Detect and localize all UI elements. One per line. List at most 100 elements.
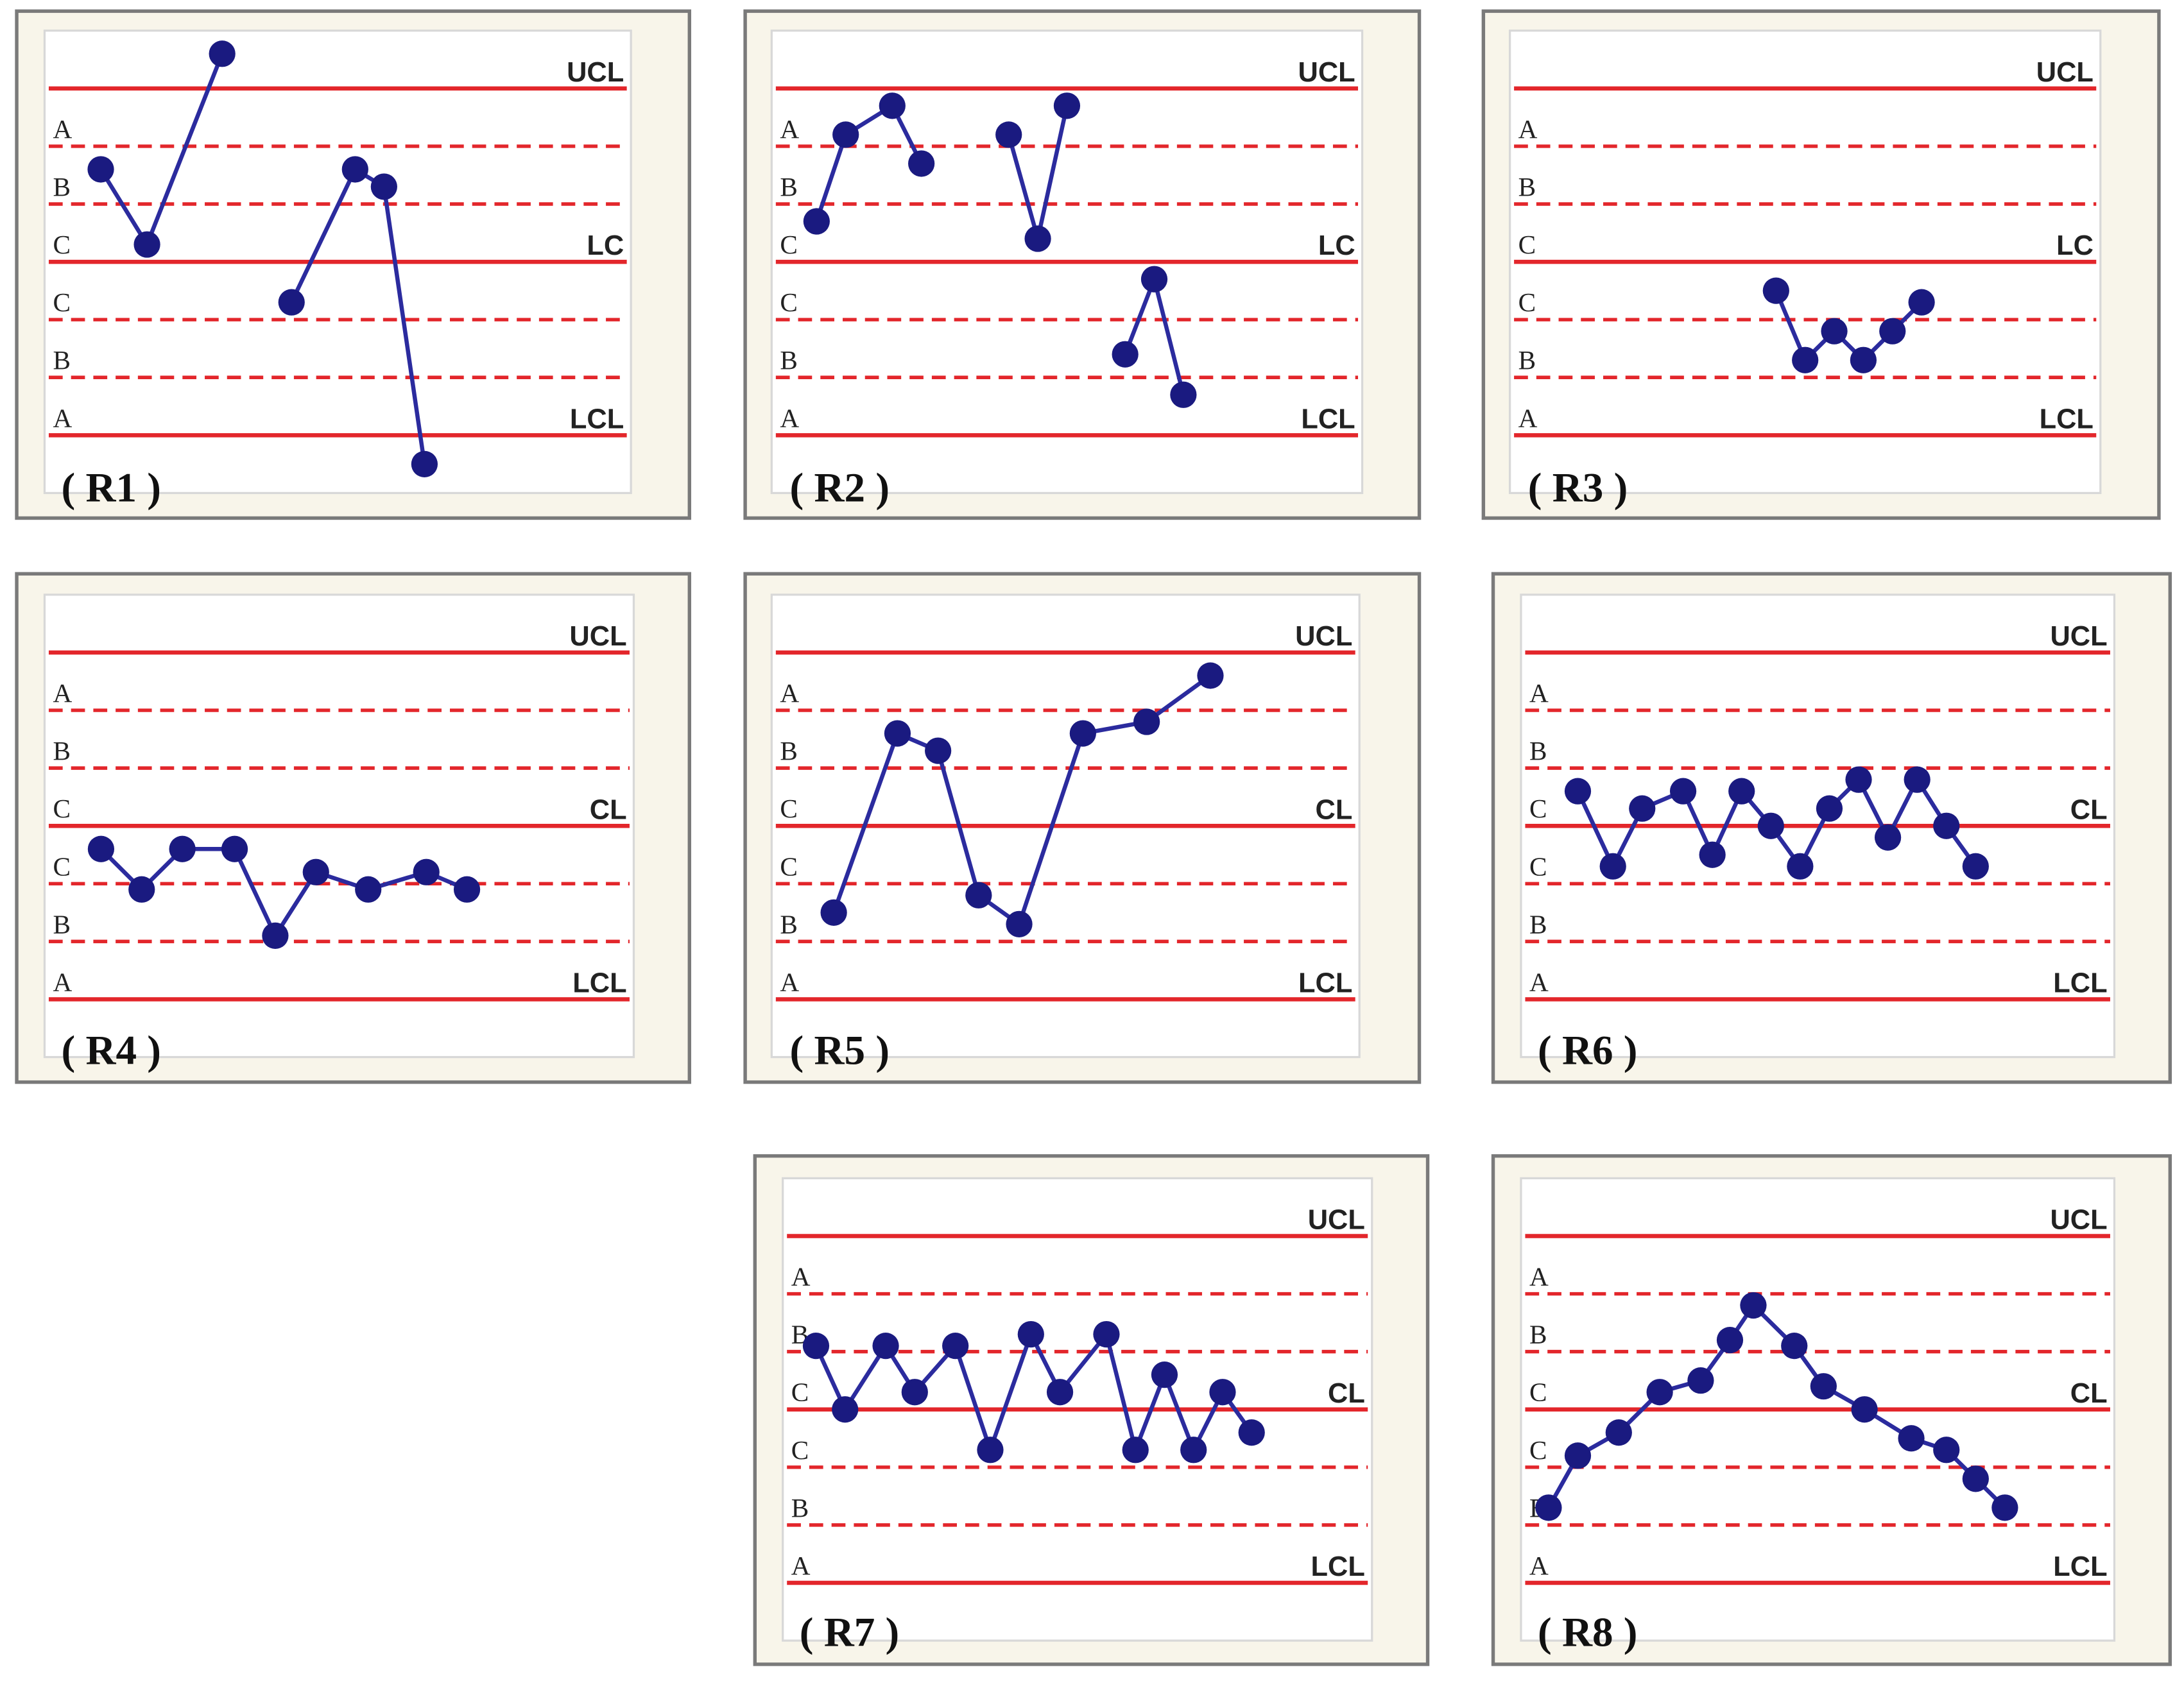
control-line-label: CL — [590, 794, 627, 825]
zone-label: C — [1518, 230, 1536, 259]
data-point — [1629, 795, 1656, 822]
data-point — [221, 835, 248, 862]
data-point — [1646, 1379, 1673, 1406]
zone-label: B — [780, 736, 797, 765]
control-line-label: LC — [2056, 230, 2094, 261]
zone-label: C — [1529, 851, 1547, 881]
data-point — [1908, 289, 1935, 316]
data-point — [1599, 853, 1626, 880]
data-point — [1535, 1494, 1562, 1521]
data-point — [1122, 1437, 1149, 1463]
data-point — [411, 450, 438, 477]
zone-label: B — [780, 345, 797, 375]
data-point — [872, 1333, 899, 1360]
data-point — [908, 150, 935, 177]
data-point — [1962, 1465, 1989, 1492]
data-point — [1851, 1396, 1878, 1423]
data-point — [879, 92, 906, 119]
control-line-label: UCL — [1308, 1205, 1365, 1236]
data-point — [1151, 1361, 1178, 1388]
data-point — [965, 882, 992, 909]
zone-label: B — [1518, 345, 1536, 375]
data-point — [1699, 841, 1726, 868]
zone-label: B — [53, 736, 70, 765]
control-line-label: CL — [2070, 1378, 2108, 1409]
control-line-label: UCL — [569, 621, 626, 652]
data-point — [1006, 910, 1033, 937]
data-point — [942, 1333, 969, 1360]
data-point — [802, 1333, 830, 1360]
data-point — [1792, 346, 1819, 373]
data-point — [1093, 1320, 1120, 1348]
data-point — [925, 737, 952, 764]
control-line-label: UCL — [567, 57, 624, 88]
control-line-label: LCL — [572, 968, 626, 999]
zone-label: C — [780, 794, 797, 823]
data-point — [1564, 778, 1592, 805]
data-point — [278, 289, 305, 316]
zone-label: A — [1529, 1262, 1549, 1292]
data-point — [262, 922, 289, 949]
data-point — [87, 835, 115, 862]
zone-label: B — [1529, 736, 1547, 765]
control-line-label: UCL — [1295, 621, 1352, 652]
zone-label: A — [1529, 1551, 1549, 1580]
zone-label: B — [780, 909, 797, 939]
data-point — [453, 876, 481, 903]
zone-label: B — [53, 172, 70, 201]
panel-title: ( R7 ) — [800, 1610, 899, 1656]
data-point — [1669, 778, 1697, 805]
control-line-label: UCL — [2036, 57, 2094, 88]
control-line-label: LCL — [1301, 404, 1355, 434]
data-point — [1180, 1437, 1207, 1463]
data-point — [832, 121, 859, 148]
zone-label: B — [780, 172, 797, 201]
control-line-label: CL — [2070, 794, 2108, 825]
data-point — [832, 1396, 859, 1423]
zone-label: B — [1518, 172, 1536, 201]
data-point — [1728, 778, 1755, 805]
data-point — [1133, 708, 1160, 735]
zone-label: C — [780, 230, 797, 259]
data-point — [1898, 1425, 1925, 1452]
zone-label: C — [780, 851, 797, 881]
data-point — [341, 156, 368, 183]
data-point — [133, 231, 160, 258]
zone-label: B — [53, 909, 70, 939]
data-point — [1197, 662, 1224, 689]
data-point — [1781, 1333, 1808, 1360]
control-line-label: UCL — [2050, 1205, 2107, 1236]
zone-label: A — [53, 114, 72, 144]
zone-label: C — [791, 1378, 809, 1407]
data-point — [1170, 381, 1197, 408]
control-line-label: LCL — [570, 404, 624, 434]
control-line-label: LCL — [2053, 968, 2107, 999]
panel-title: ( R5 ) — [790, 1027, 890, 1073]
data-point — [1845, 766, 1872, 793]
data-point — [87, 156, 114, 183]
zone-label: A — [53, 403, 72, 432]
zone-label: B — [1529, 909, 1547, 939]
panel-title: ( R2 ) — [790, 465, 890, 511]
zone-label: A — [780, 403, 799, 432]
zone-label: C — [791, 1435, 809, 1465]
zone-label: C — [53, 230, 70, 259]
data-point — [1046, 1379, 1074, 1406]
data-point — [1850, 346, 1877, 373]
data-point — [355, 876, 382, 903]
zone-label: A — [53, 678, 72, 708]
zone-label: A — [791, 1262, 811, 1292]
data-point — [209, 40, 236, 67]
data-point — [1716, 1326, 1744, 1354]
data-point — [1564, 1442, 1592, 1469]
data-point — [302, 858, 329, 885]
data-point — [1879, 318, 1906, 345]
data-point — [1024, 225, 1051, 252]
